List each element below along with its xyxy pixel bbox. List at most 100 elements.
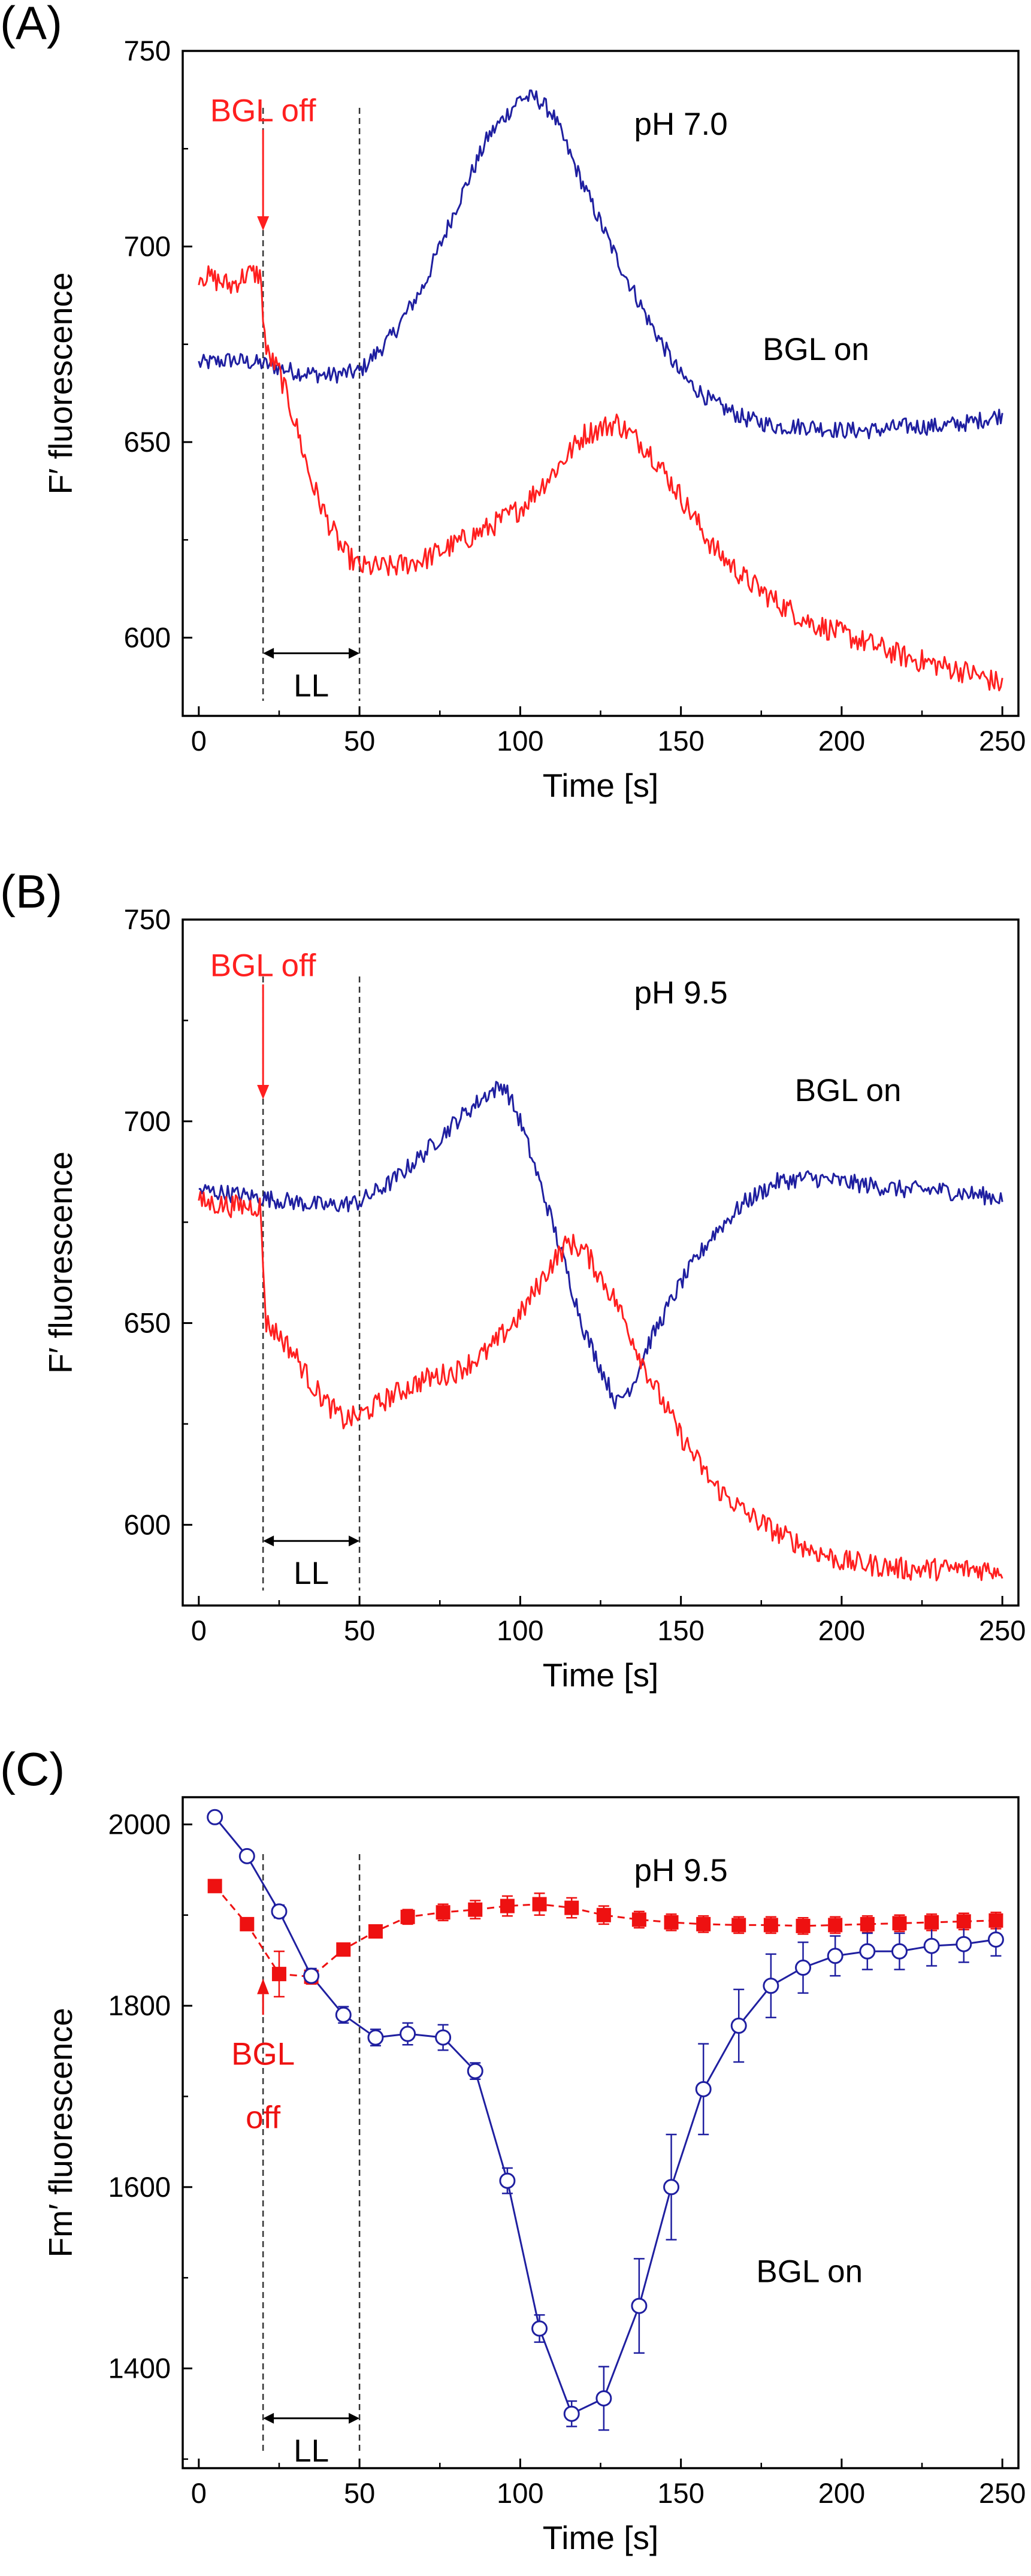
data-point-bgl-off [860,1916,875,1931]
data-point-bgl-off [436,1905,451,1920]
y-tick-label: 700 [124,230,171,262]
x-axis-title: Time [s] [543,1656,659,1694]
data-point-bgl-on [827,1948,843,1964]
data-point-bgl-on [367,2029,384,2046]
y-tick-label: 2000 [108,1808,171,1840]
y-tick-label: 750 [124,35,171,66]
ll-label: LL [294,1556,329,1591]
panel-1: (A) 0 50 100 150 200 250 600 650 700 750 Time [s] F′… [0,0,1026,804]
bgl-off-arrow-head [257,1978,270,1994]
data-point-bgl-off [564,1900,579,1915]
x-tick-label: 100 [497,725,543,757]
ll-arrow-head-right [349,648,360,659]
data-point-bgl-off [763,1918,778,1933]
data-point-bgl-off [828,1918,843,1933]
x-tick-label: 200 [818,1614,865,1646]
series-label-0: BGL on [795,1073,902,1108]
data-point-bgl-on [400,2025,416,2042]
ph-annotation: pH 9.5 [634,975,728,1011]
series-label-1: BGL off [210,93,316,129]
series-trace-1 [198,265,1003,691]
x-tick-label: 100 [497,1614,543,1646]
data-point-bgl-on [987,1931,1004,1948]
bgl-off-label-line2: off [246,2100,280,2135]
data-point-bgl-off [336,1942,351,1957]
x-tick-label: 0 [191,2477,207,2509]
data-point-bgl-off [532,1897,547,1912]
data-point-bgl-off [596,1907,611,1922]
panel-2: (B) 0 50 100 150 200 250 600 650 700 750 Time [s] F′… [0,865,1026,1694]
x-tick-label: 250 [979,725,1026,757]
data-point-bgl-on [335,2006,352,2023]
data-point-bgl-on [859,1943,876,1960]
data-point-bgl-off [664,1915,679,1930]
data-point-bgl-on [563,2405,580,2422]
series-trace-0 [198,89,1003,440]
bgl-off-arrow-head [257,1085,270,1099]
y-axis-title: Fm′ fluorescence [42,2008,79,2258]
data-point-bgl-off [924,1915,939,1930]
ph-annotation: pH 7.0 [634,107,728,142]
data-point-bgl-on [956,1936,972,1952]
x-tick-label: 150 [657,725,704,757]
y-tick-label: 1800 [108,1990,171,2021]
y-tick-label: 700 [124,1105,171,1137]
x-tick-label: 150 [657,1614,704,1646]
bgl-off-arrow-head [257,216,270,231]
x-tick-label: 0 [191,725,207,757]
data-point-bgl-on [730,2017,747,2034]
series-line-1 [214,1885,996,1978]
data-point-bgl-on [271,1903,288,1920]
data-point-bgl-on [531,2320,548,2337]
data-point-bgl-on [303,1967,320,1984]
data-point-bgl-off [956,1914,971,1929]
ll-label: LL [294,2433,329,2469]
x-tick-label: 150 [657,2477,704,2509]
data-point-bgl-off [988,1913,1003,1928]
data-point-bgl-on [238,1848,255,1864]
y-axis-title: F′ fluorescence [42,1151,79,1374]
panel-3: (C) 0 50 100 150 200 250 1400 1600 1800 2000 Time [… [0,1743,1026,2556]
data-point-bgl-on [499,2172,516,2189]
bgl-off-label-line1: BGL [231,2036,295,2072]
y-tick-label: 750 [124,903,171,935]
y-tick-label: 1400 [108,2353,171,2384]
data-point-bgl-on [631,2297,648,2314]
plot-frame [182,50,1020,717]
series-label-0: BGL on [763,332,869,367]
plot-frame [182,1796,1020,2469]
x-tick-label: 0 [191,1614,207,1646]
y-tick-label: 600 [124,621,171,653]
plot-frame [182,918,1020,1607]
series-trace-1 [198,1191,1003,1582]
data-point-bgl-on [763,1978,779,1994]
ll-arrow-head-right [349,1535,360,1547]
ll-arrow-head-left [263,648,274,659]
x-tick-label: 250 [979,2477,1026,2509]
x-axis-title: Time [s] [543,2519,659,2556]
x-tick-label: 100 [497,2477,543,2509]
ll-label: LL [294,669,329,704]
data-point-bgl-off [631,1912,646,1927]
y-tick-label: 600 [124,1508,171,1540]
x-tick-label: 50 [344,2477,375,2509]
data-point-bgl-off [400,1909,415,1924]
data-point-bgl-on [435,2029,452,2046]
x-tick-label: 200 [818,725,865,757]
ll-arrow-head-left [263,2412,274,2424]
data-point-bgl-off [892,1916,907,1931]
x-tick-label: 50 [344,725,375,757]
data-point-bgl-off [500,1898,515,1913]
y-tick-label: 650 [124,426,171,458]
data-point-bgl-on [207,1809,223,1825]
data-point-bgl-off [368,1924,383,1939]
ll-arrow-head-left [263,1535,274,1547]
y-tick-label: 650 [124,1307,171,1339]
data-point-bgl-off [240,1916,255,1931]
data-point-bgl-on [467,2063,483,2079]
ph-annotation: pH 9.5 [634,1853,728,1888]
panel-label: (C) [0,1743,65,1795]
data-point-bgl-on [663,2179,680,2196]
data-point-bgl-off [207,1879,222,1894]
